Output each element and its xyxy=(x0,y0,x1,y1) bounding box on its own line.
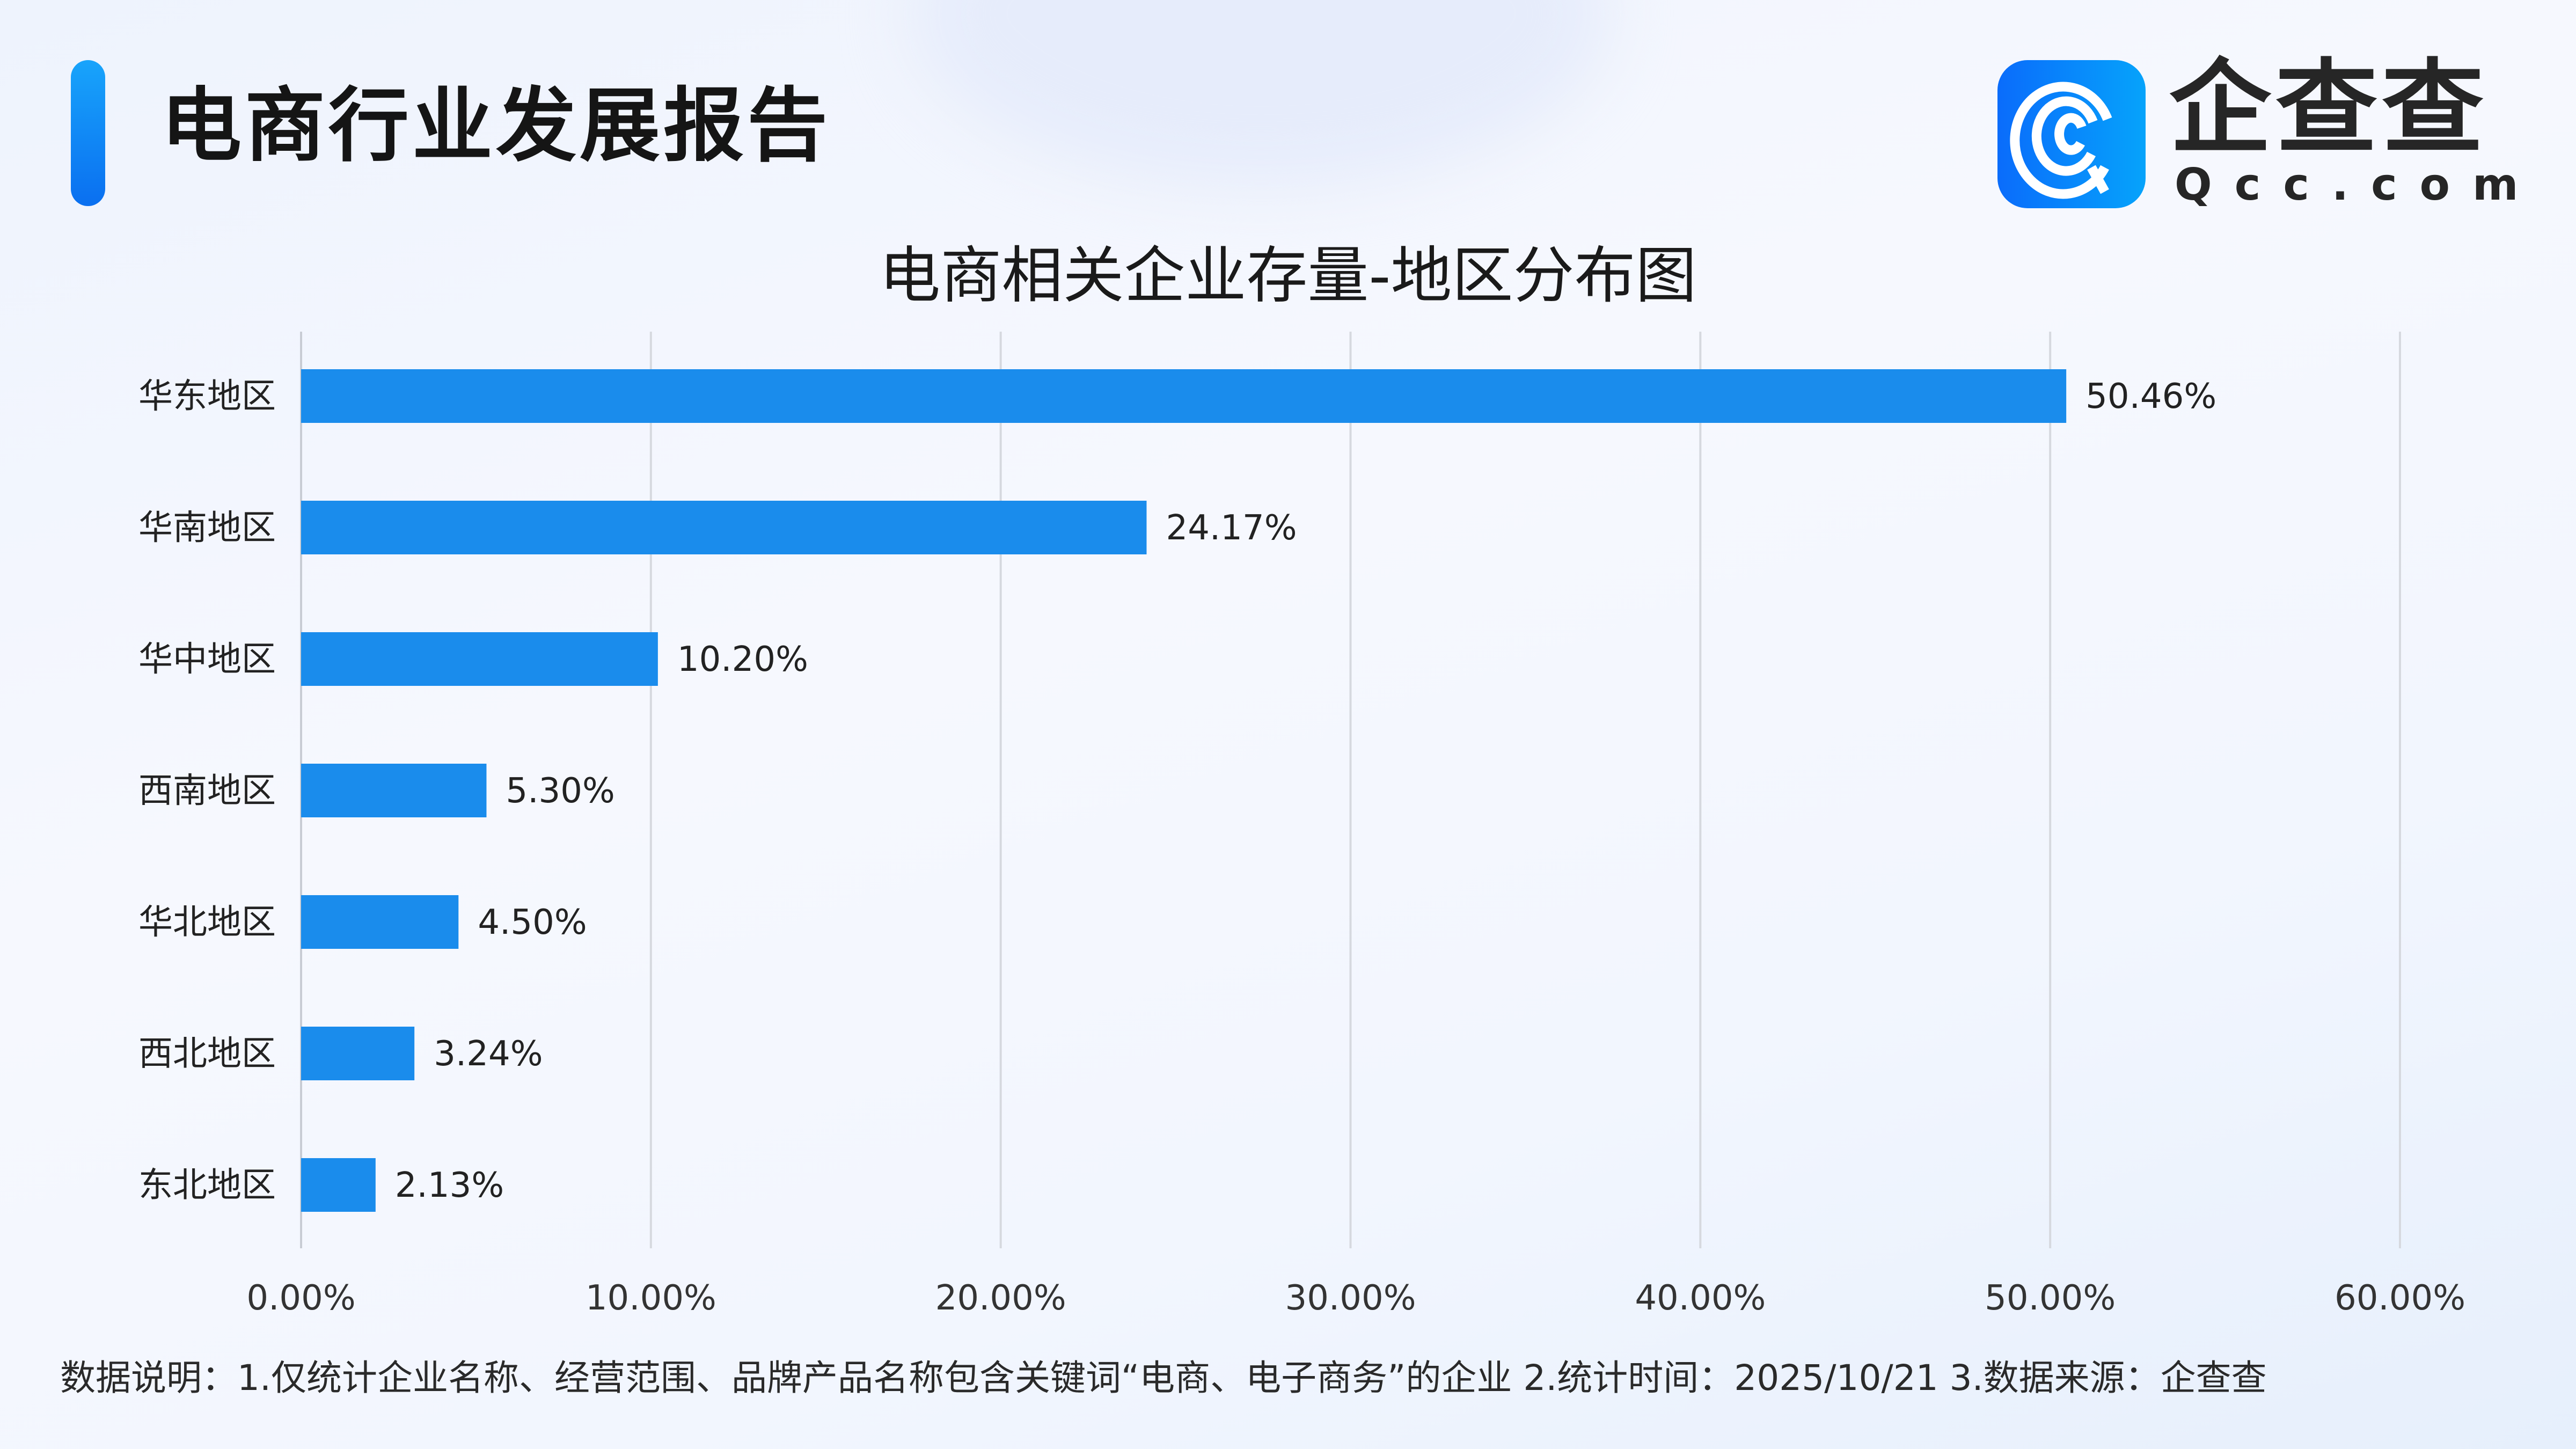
bar xyxy=(301,1027,415,1080)
x-tick-label: 0.00% xyxy=(246,1278,355,1318)
bar xyxy=(301,895,459,949)
qcc-logo: 企查查 Qcc.com xyxy=(1997,55,2541,210)
category-label: 华中地区 xyxy=(138,640,276,679)
bar xyxy=(301,1158,376,1212)
data-label: 50.46% xyxy=(2085,377,2216,416)
category-label: 西北地区 xyxy=(138,1034,276,1074)
footer-note: 数据说明：1.仅统计企业名称、经营范围、品牌产品名称包含关键词“电商、电子商务”… xyxy=(60,1357,2267,1399)
data-label: 24.17% xyxy=(1166,508,1297,548)
data-label: 10.20% xyxy=(677,640,808,679)
category-label: 西南地区 xyxy=(138,771,276,811)
bar xyxy=(301,369,2067,423)
data-label: 4.50% xyxy=(478,903,587,942)
x-tick-label: 10.00% xyxy=(586,1278,716,1318)
logo-text-cn: 企查查 xyxy=(2169,49,2489,167)
category-label: 东北地区 xyxy=(138,1166,276,1205)
data-label: 5.30% xyxy=(506,771,614,811)
chart-title: 电商相关企业存量-地区分布图 xyxy=(879,240,1697,311)
x-tick-label: 60.00% xyxy=(2334,1278,2465,1318)
x-tick-label: 30.00% xyxy=(1285,1278,1416,1318)
bar xyxy=(301,764,487,817)
x-tick-label: 20.00% xyxy=(935,1278,1066,1318)
data-label: 2.13% xyxy=(395,1166,504,1205)
data-label: 3.24% xyxy=(434,1034,543,1074)
category-label: 华北地区 xyxy=(138,903,276,942)
page-title: 电商行业发展报告 xyxy=(161,79,831,173)
logo-text-en: Qcc.com xyxy=(2175,159,2541,210)
bar xyxy=(301,501,1147,554)
category-label: 华南地区 xyxy=(138,508,276,548)
category-label: 华东地区 xyxy=(138,377,276,416)
bar xyxy=(301,632,658,686)
x-tick-label: 40.00% xyxy=(1635,1278,1766,1318)
x-tick-label: 50.00% xyxy=(1985,1278,2116,1318)
qcc-logo-icon xyxy=(1997,60,2146,208)
title-accent-bar xyxy=(71,60,105,206)
